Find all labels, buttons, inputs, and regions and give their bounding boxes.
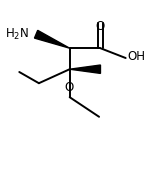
Text: H$_2$N: H$_2$N — [5, 27, 29, 42]
Text: OH: OH — [127, 50, 145, 63]
Text: O: O — [64, 81, 74, 94]
Polygon shape — [70, 65, 100, 73]
Text: O: O — [96, 20, 105, 33]
Polygon shape — [34, 30, 70, 48]
